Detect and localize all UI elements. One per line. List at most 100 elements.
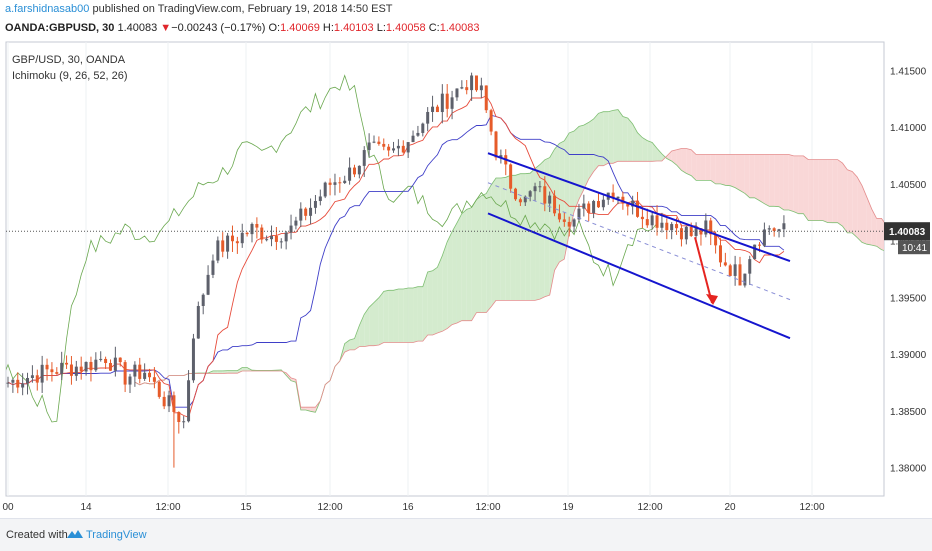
x-tick-label-5: 16 [402, 502, 414, 513]
legend-title[interactable]: GBP/USD, 30, OANDA [12, 52, 128, 68]
candle-body [41, 365, 44, 383]
cloud-segment [623, 117, 628, 162]
legend-indicator[interactable]: Ichimoku (9, 26, 52, 26) [12, 68, 128, 84]
candle-body [211, 261, 214, 275]
candle-body [255, 224, 258, 228]
cloud-segment [745, 155, 750, 198]
cloud-segment [613, 110, 618, 164]
candle-body [431, 107, 434, 112]
cloud-segment [730, 155, 735, 188]
tradingview-logo-icon[interactable] [66, 527, 84, 541]
candle-body [26, 378, 29, 383]
chart-legend: GBP/USD, 30, OANDA Ichimoku (9, 26, 52, … [12, 52, 128, 84]
cloud-segment [847, 170, 852, 233]
candle-body [465, 87, 468, 90]
cloud-segment [433, 267, 438, 335]
candle-body [21, 383, 24, 387]
candle-body [412, 136, 415, 142]
cloud-segment [413, 287, 418, 343]
cloud-segment [506, 175, 511, 300]
candle-body [416, 133, 419, 136]
candle-body [319, 196, 322, 201]
candle-body [509, 164, 512, 188]
candle-body [236, 241, 239, 243]
y-tick-label-6: 1.38500 [890, 407, 927, 418]
x-tick-label-9: 20 [724, 502, 736, 513]
candle-body [202, 295, 205, 306]
cloud-segment [750, 155, 755, 198]
price-chart[interactable]: 1.415001.410001.405001.400001.395001.390… [0, 0, 932, 518]
candle-body [641, 217, 644, 219]
cloud-segment [481, 194, 486, 313]
cloud-segment [808, 160, 813, 221]
candle-body [329, 183, 332, 185]
cloud-segment [701, 155, 706, 181]
candle-body [294, 221, 297, 226]
candle-body [592, 201, 595, 213]
candle-body [148, 373, 151, 377]
candle-body [231, 236, 234, 242]
candle-body [538, 186, 541, 187]
candle-body [543, 186, 546, 203]
candle-body [402, 146, 405, 153]
candle-body [734, 264, 737, 276]
candle-body [421, 124, 424, 133]
footer: Created with TradingView [0, 518, 932, 551]
candle-body [665, 223, 668, 230]
candle-body [104, 359, 107, 363]
y-tick-label-7: 1.38000 [890, 464, 927, 475]
candle-body [265, 239, 268, 240]
candle-body [270, 236, 273, 239]
candle-body [651, 215, 654, 225]
cloud-segment [857, 177, 862, 242]
candle-body [519, 199, 522, 202]
candle-body [129, 377, 132, 385]
candle-body [314, 201, 317, 208]
x-tick-label-3: 15 [240, 502, 252, 513]
candle-body [158, 382, 161, 397]
candle-body [187, 380, 190, 421]
cloud-segment [696, 155, 701, 181]
candle-body [582, 204, 585, 209]
cloud-segment [642, 138, 647, 162]
cloud-segment [711, 155, 716, 184]
candle-body [675, 224, 678, 228]
candle-body [124, 362, 127, 384]
candle-body [695, 228, 698, 236]
cloud-segment [501, 177, 506, 300]
candle-body [475, 75, 478, 90]
cloud-segment [628, 118, 633, 161]
cloud-segment [408, 288, 413, 342]
candle-body [197, 306, 200, 339]
tradingview-brand[interactable]: TradingView [86, 529, 147, 541]
cloud-segment [301, 407, 306, 410]
candle-body [436, 107, 439, 112]
cloud-segment [374, 298, 379, 346]
x-tick-label-8: 12:00 [637, 502, 662, 513]
candle-body [138, 365, 141, 379]
cloud-segment [769, 155, 774, 207]
cloud-segment [618, 110, 623, 162]
candle-body [407, 142, 410, 152]
cloud-segment [447, 232, 452, 329]
candle-body [168, 395, 171, 406]
candle-body [451, 97, 454, 108]
cloud-segment [379, 291, 384, 345]
candle-body [773, 228, 776, 231]
x-tick-label-7: 19 [562, 502, 574, 513]
candle-body [714, 234, 717, 245]
candle-body [50, 369, 53, 372]
candle-body [470, 75, 473, 90]
cloud-segment [818, 160, 823, 221]
candle-body [763, 229, 766, 245]
candle-body [207, 275, 210, 295]
y-tick-label-0: 1.41500 [890, 66, 927, 77]
candle-body [392, 148, 395, 150]
candle-body [748, 259, 751, 274]
candle-body [75, 367, 78, 376]
cloud-segment [457, 214, 462, 323]
candle-body [358, 166, 361, 175]
candle-body [382, 144, 385, 147]
y-tick-label-4: 1.39500 [890, 293, 927, 304]
cloud-segment [833, 160, 838, 223]
